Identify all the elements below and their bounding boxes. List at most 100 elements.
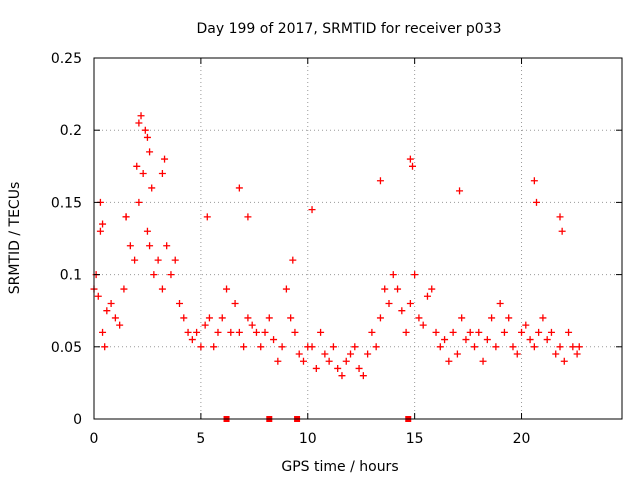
data-point <box>135 198 143 206</box>
data-point <box>248 321 256 329</box>
x-tick-label: 10 <box>299 431 317 447</box>
x-axis-label: GPS time / hours <box>281 459 398 475</box>
data-point <box>556 213 564 221</box>
data-point <box>193 328 201 336</box>
data-point <box>466 328 474 336</box>
data-point <box>201 321 209 329</box>
data-point <box>252 328 260 336</box>
data-point <box>235 328 243 336</box>
data-point <box>500 328 508 336</box>
data-point <box>176 299 184 307</box>
data-point <box>210 343 218 351</box>
data-point <box>231 299 239 307</box>
data-point <box>471 343 479 351</box>
data-point <box>197 343 205 351</box>
data-point <box>308 343 316 351</box>
data-point <box>409 162 417 170</box>
plot-frame <box>93 57 623 420</box>
data-point <box>163 242 171 250</box>
x-tick-label: 0 <box>90 431 99 447</box>
data-point <box>547 328 555 336</box>
data-point <box>299 357 307 365</box>
data-point <box>411 271 419 279</box>
data-point <box>573 350 581 358</box>
data-point <box>278 343 286 351</box>
data-point <box>321 350 329 358</box>
data-point <box>364 350 372 358</box>
y-tick-label: 0.25 <box>51 51 82 67</box>
data-point <box>419 321 427 329</box>
data-point <box>111 314 119 322</box>
data-point <box>184 328 192 336</box>
data-point <box>560 357 568 365</box>
data-point <box>329 343 337 351</box>
data-point <box>133 162 141 170</box>
y-tick-label: 0.1 <box>60 268 82 284</box>
data-point <box>406 299 414 307</box>
y-axis-label: SRMTID / TECUs <box>7 182 23 295</box>
data-point <box>394 285 402 293</box>
data-point <box>423 292 431 300</box>
y-tick-label: 0.2 <box>60 123 82 139</box>
y-tick-label: 0 <box>73 412 82 428</box>
data-point <box>449 328 457 336</box>
data-point <box>295 350 303 358</box>
data-point <box>496 299 504 307</box>
data-point <box>475 328 483 336</box>
data-point <box>120 285 128 293</box>
data-point <box>355 364 363 372</box>
data-point <box>244 213 252 221</box>
x-tick-label: 15 <box>406 431 424 447</box>
data-point <box>94 292 102 300</box>
data-point <box>223 285 231 293</box>
data-point <box>569 343 577 351</box>
data-point <box>359 372 367 380</box>
data-point <box>244 314 252 322</box>
data-point <box>565 328 573 336</box>
data-point <box>150 271 158 279</box>
data-point <box>381 285 389 293</box>
x-tick-label: 20 <box>513 431 531 447</box>
data-point <box>556 343 564 351</box>
data-point <box>347 350 355 358</box>
data-point <box>372 343 380 351</box>
data-point <box>505 314 513 322</box>
data-point <box>99 220 107 228</box>
data-point <box>342 357 350 365</box>
data-point <box>139 170 147 178</box>
data-point <box>188 336 196 344</box>
data-point <box>240 343 248 351</box>
data-point <box>483 336 491 344</box>
data-point <box>143 133 151 141</box>
data-point <box>131 256 139 264</box>
data-point <box>158 170 166 178</box>
data-point <box>479 357 487 365</box>
data-point <box>376 177 384 185</box>
data-point <box>436 343 444 351</box>
data-point <box>146 148 154 156</box>
chart-title: Day 199 of 2017, SRMTID for receiver p03… <box>196 21 501 37</box>
y-tick-label: 0.05 <box>51 340 82 356</box>
data-point <box>235 184 243 192</box>
data-point <box>291 328 299 336</box>
data-point <box>99 328 107 336</box>
data-point <box>522 321 530 329</box>
data-point <box>398 307 406 315</box>
data-point <box>453 350 461 358</box>
data-point <box>415 314 423 322</box>
data-point <box>141 126 149 134</box>
data-point <box>539 314 547 322</box>
data-point <box>287 314 295 322</box>
x-tick-label: 5 <box>196 431 205 447</box>
data-point <box>376 314 384 322</box>
axis-layer: 0 5 10 15 20 0 0.05 0.1 0.15 0.2 0.25 <box>51 51 622 447</box>
data-point <box>158 285 166 293</box>
data-point <box>317 328 325 336</box>
data-point <box>205 314 213 322</box>
data-point <box>488 314 496 322</box>
data-point <box>126 242 134 250</box>
data-point <box>441 336 449 344</box>
data-point <box>575 343 583 351</box>
data-point <box>289 256 297 264</box>
